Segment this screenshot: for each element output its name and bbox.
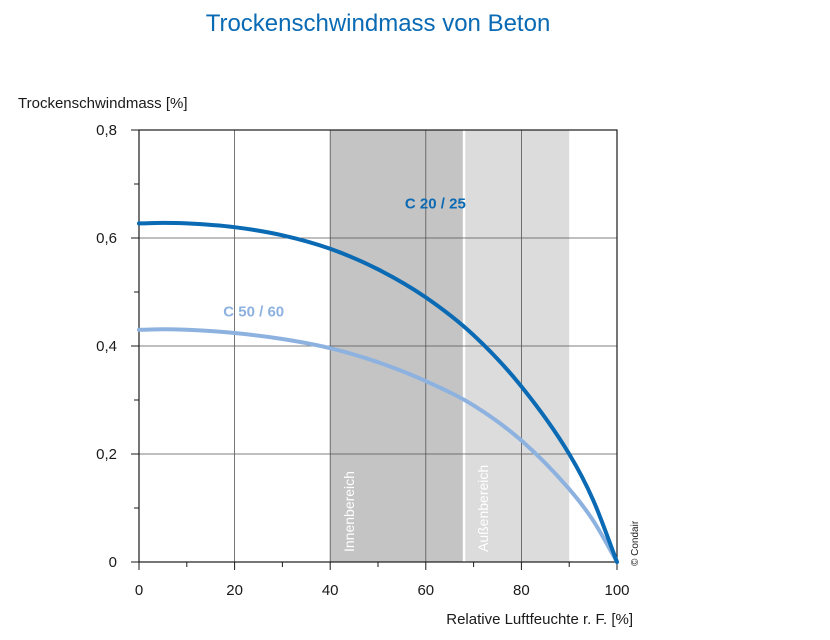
zone-label-2: Außenbereich	[475, 465, 491, 552]
x-tick-label-0: 0	[135, 582, 143, 599]
y-tick-label-3: 0,6	[96, 230, 117, 247]
y-tick-label-0: 0	[109, 554, 117, 571]
y-tick-label-4: 0,8	[96, 122, 117, 139]
zone-label-1: Innenbereich	[341, 471, 357, 552]
y-axis-label: Trockenschwindmass [%]	[18, 95, 188, 112]
series-line-1	[137, 220, 619, 564]
x-tick-label-3: 60	[417, 582, 434, 599]
chart-title: Trockenschwindmass von Beton	[206, 10, 551, 37]
x-tick-label-1: 20	[226, 582, 243, 599]
x-axis-label: Relative Luftfeuchte r. F. [%]	[446, 611, 633, 628]
y-tick-label-2: 0,4	[96, 338, 117, 355]
x-tick-label-2: 40	[322, 582, 339, 599]
y-tick-label-1: 0,2	[96, 446, 117, 463]
series-line-2	[137, 327, 619, 564]
series-label-2: C 50 / 60	[223, 303, 284, 320]
series-label-1: C 20 / 25	[405, 195, 466, 212]
x-tick-label-4: 80	[513, 582, 530, 599]
credit-text: © Condair	[630, 520, 641, 566]
x-tick-label-5: 100	[604, 582, 629, 599]
